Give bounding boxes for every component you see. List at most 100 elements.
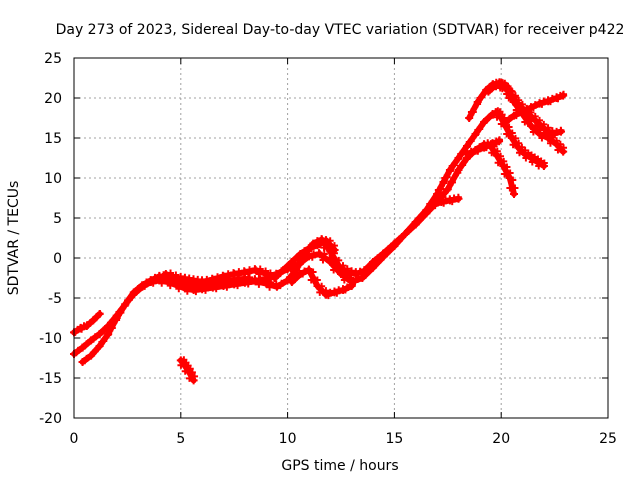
data-point xyxy=(84,321,92,329)
data-point xyxy=(95,342,104,350)
data-point xyxy=(448,162,456,170)
series-track-b xyxy=(70,107,548,358)
data-point xyxy=(290,256,298,264)
data-point xyxy=(294,260,302,268)
data-point xyxy=(234,278,242,286)
y-tick-label: 20 xyxy=(44,91,62,107)
data-point xyxy=(471,130,480,138)
data-point xyxy=(189,376,198,385)
data-point xyxy=(175,277,183,285)
data-point xyxy=(165,274,173,282)
data-point xyxy=(492,83,500,91)
data-point xyxy=(531,122,539,130)
data-point xyxy=(495,137,504,146)
data-point xyxy=(309,268,317,276)
chart-title: Day 273 of 2023, Sidereal Day-to-day VTE… xyxy=(56,22,625,38)
data-point xyxy=(267,278,275,286)
data-point xyxy=(266,269,274,277)
data-point xyxy=(89,349,97,357)
data-point xyxy=(326,237,334,245)
data-point xyxy=(106,324,114,332)
data-point xyxy=(509,176,517,184)
series-track-a xyxy=(70,310,104,337)
data-point xyxy=(540,129,548,137)
data-point xyxy=(124,296,132,304)
data-point xyxy=(234,271,242,279)
x-axis-label: GPS time / hours xyxy=(281,458,398,474)
data-point xyxy=(324,292,332,300)
data-point xyxy=(299,249,307,257)
data-point xyxy=(476,94,484,102)
x-tick-label: 20 xyxy=(492,431,510,447)
data-point xyxy=(95,310,104,318)
data-point xyxy=(276,282,284,290)
data-point xyxy=(89,335,97,343)
data-point xyxy=(521,118,529,126)
data-point xyxy=(286,273,294,281)
data-point xyxy=(394,237,402,245)
series-track-k xyxy=(463,136,504,158)
y-tick-label: -20 xyxy=(39,411,62,427)
data-point xyxy=(443,185,452,194)
data-point xyxy=(337,267,345,275)
y-tick-label: 5 xyxy=(53,211,62,227)
data-point xyxy=(330,246,339,254)
data-point xyxy=(188,368,196,376)
data-point xyxy=(529,104,537,112)
data-point xyxy=(202,279,209,287)
data-point xyxy=(426,206,434,214)
data-point xyxy=(347,282,356,290)
data-point xyxy=(445,166,454,174)
data-point xyxy=(71,328,79,336)
data-point xyxy=(439,178,448,186)
data-point xyxy=(467,108,475,116)
data-point xyxy=(515,149,523,157)
data-point xyxy=(488,149,496,157)
x-tick-label: 0 xyxy=(70,431,79,447)
data-point xyxy=(415,217,423,225)
data-point xyxy=(329,257,337,265)
data-point xyxy=(431,202,439,210)
data-point xyxy=(457,162,465,170)
grid-lines xyxy=(74,58,608,418)
data-point xyxy=(494,159,502,167)
data-point xyxy=(463,142,472,150)
data-point xyxy=(158,275,166,283)
x-tick-label: 10 xyxy=(279,431,297,447)
data-point xyxy=(266,283,274,291)
axis-ticks: 0 5 10 15 20 25 -20 -15 -10 -5 0 5 10 15 20 25 xyxy=(39,51,617,447)
data-point xyxy=(465,138,473,146)
x-tick-label: 15 xyxy=(385,431,403,447)
y-tick-label: -5 xyxy=(48,291,62,307)
data-point xyxy=(115,309,123,317)
data-point xyxy=(514,99,522,107)
data-point xyxy=(181,367,189,375)
data-point xyxy=(498,85,506,93)
data-point xyxy=(447,178,455,186)
series-track-e xyxy=(287,265,356,300)
data-point xyxy=(244,269,252,277)
data-point xyxy=(256,276,264,284)
data-point xyxy=(167,269,175,277)
data-point xyxy=(510,190,519,198)
data-point xyxy=(316,288,324,296)
data-point xyxy=(505,123,513,131)
data-point xyxy=(556,140,564,148)
x-tick-label: 5 xyxy=(176,431,185,447)
data-point xyxy=(308,253,316,261)
data-point xyxy=(299,270,307,278)
data-point xyxy=(536,116,544,124)
data-points xyxy=(70,78,568,385)
data-point xyxy=(372,256,380,264)
data-point xyxy=(141,281,149,289)
data-point xyxy=(482,144,490,152)
data-point xyxy=(474,126,482,134)
data-point xyxy=(538,100,546,108)
data-point xyxy=(474,147,482,155)
series-track-h xyxy=(501,90,568,126)
data-point xyxy=(192,280,200,288)
data-point xyxy=(454,194,463,203)
data-point xyxy=(559,91,568,100)
data-point xyxy=(223,273,231,281)
data-point xyxy=(132,287,140,295)
